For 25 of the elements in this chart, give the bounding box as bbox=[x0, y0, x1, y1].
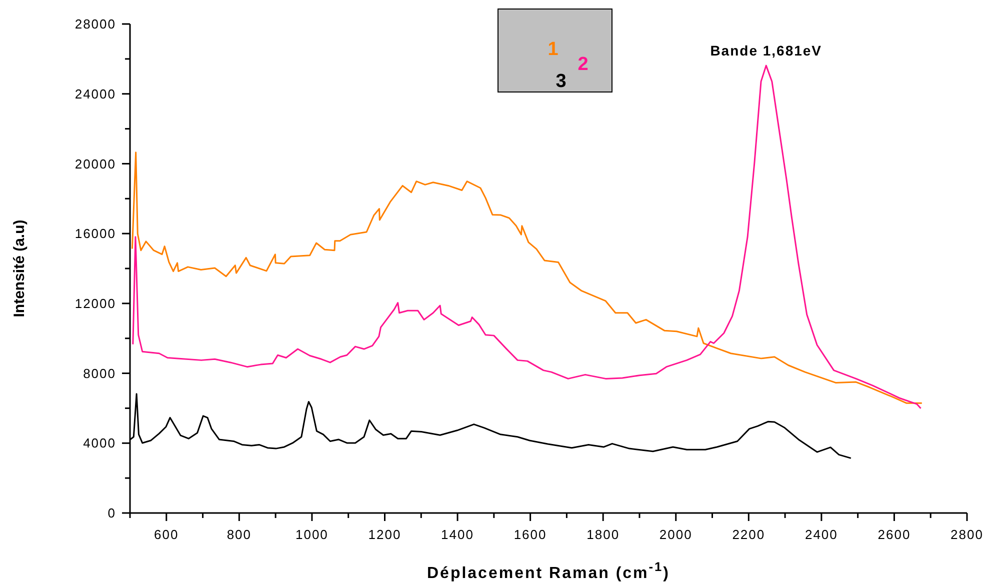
x-tick-label: 2000 bbox=[659, 527, 692, 542]
x-tick-label: 2400 bbox=[804, 527, 838, 542]
x-tick-label: 1000 bbox=[295, 527, 328, 542]
line-series bbox=[131, 152, 923, 404]
x-tick-label: 1400 bbox=[441, 527, 474, 542]
y-tick-label: 24000 bbox=[74, 86, 116, 102]
x-tick-label: 1800 bbox=[586, 527, 620, 542]
x-tick-label: 2200 bbox=[732, 527, 766, 542]
x-tick-label: 2600 bbox=[878, 527, 911, 542]
y-tick-label: 8000 bbox=[83, 366, 116, 381]
annotation: Bande 1,681eV bbox=[710, 42, 822, 59]
y-tick-label: 20000 bbox=[74, 156, 116, 172]
y-tick-label: 0 bbox=[108, 506, 116, 521]
x-tick-label: 1200 bbox=[368, 527, 402, 542]
x-tick-label: 800 bbox=[226, 527, 252, 542]
y-axis-title: Intensité (a.u) bbox=[11, 220, 28, 318]
x-axis-title: Déplacement Raman (cm$^{-1}$) bbox=[426, 558, 670, 582]
y-tick-label: 4000 bbox=[83, 436, 116, 451]
x-tick-label: 600 bbox=[154, 527, 179, 542]
legend: 1 2 3 bbox=[498, 8, 612, 92]
x-tick-label: 2800 bbox=[950, 527, 984, 542]
x-tick-label: 1600 bbox=[514, 527, 547, 542]
y-tick-label: 12000 bbox=[74, 296, 116, 311]
y-tick-label: 28000 bbox=[74, 16, 116, 32]
y-tick-label: 16000 bbox=[74, 226, 116, 242]
